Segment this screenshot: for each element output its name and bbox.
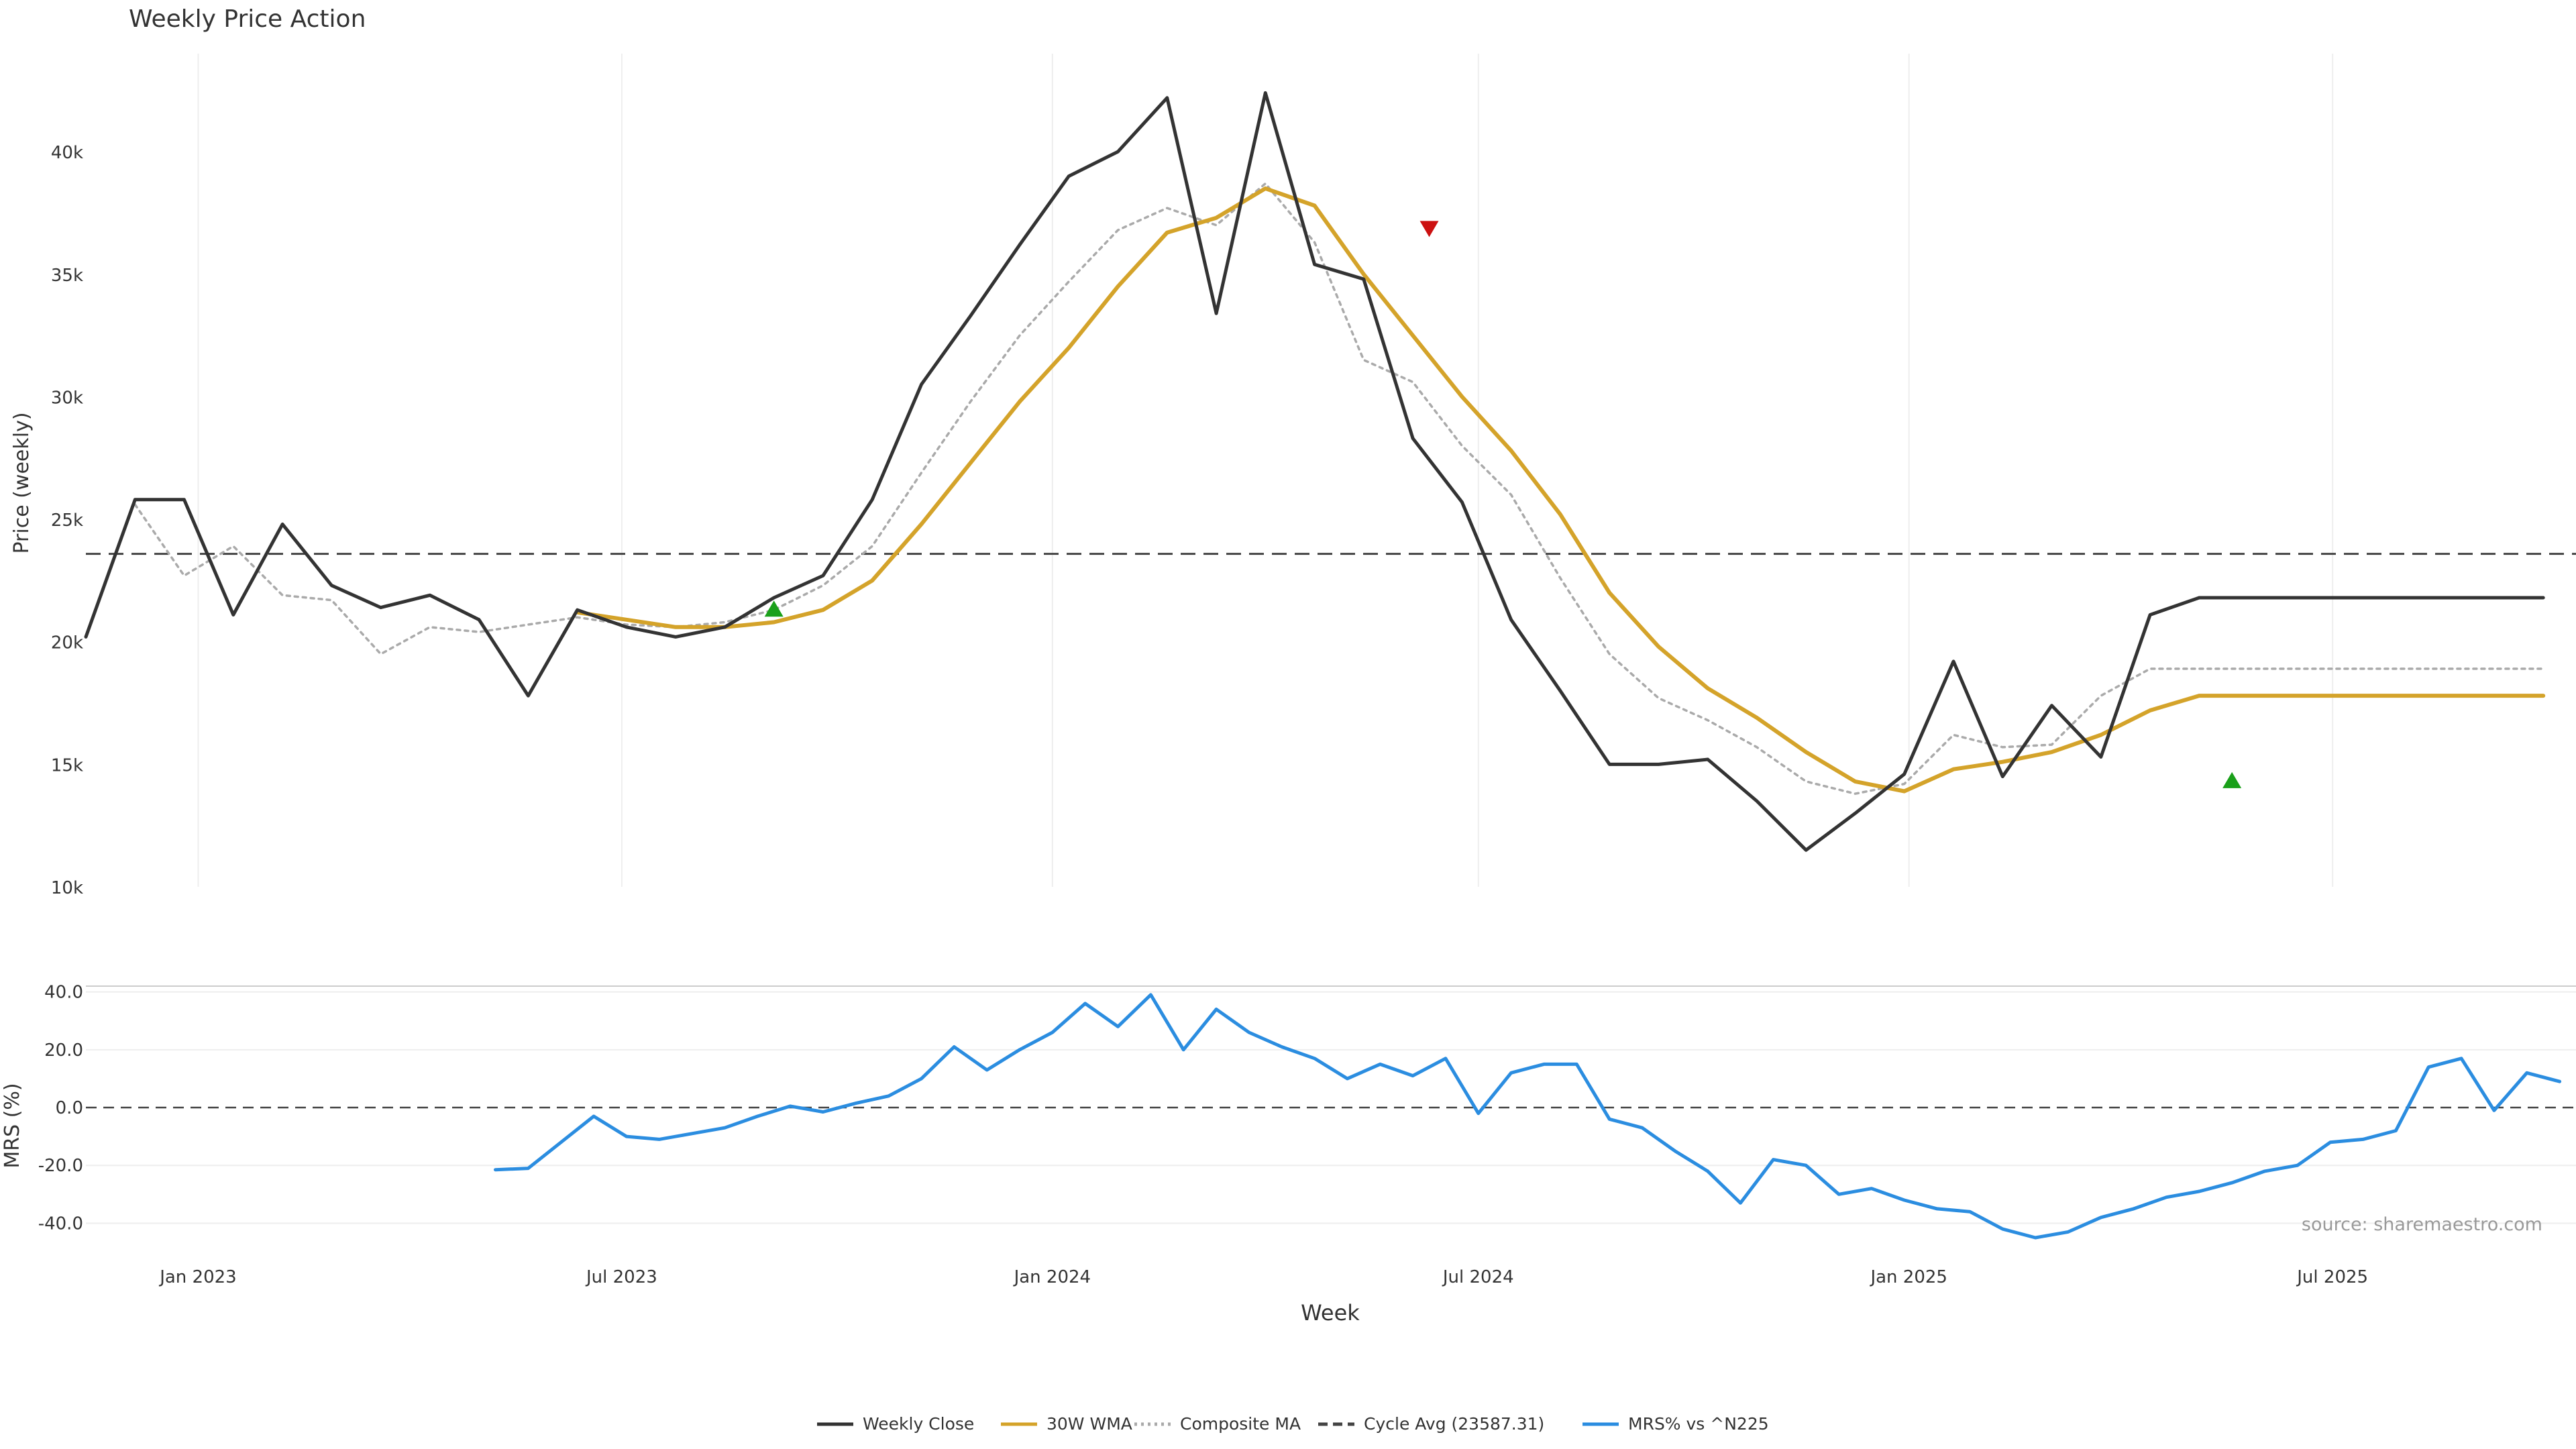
legend-item-0: Weekly Close <box>817 1414 974 1434</box>
series-30w-wma <box>575 186 2546 794</box>
price-y-tick-3: 25k <box>51 511 83 531</box>
mrs-y-tick-0: 40.0 <box>44 983 83 1003</box>
mrs-y-tick-3: -20.0 <box>38 1156 83 1176</box>
mrs-series-line-0 <box>494 993 2562 1240</box>
source-watermark: source: sharemaestro.com <box>2302 1214 2542 1235</box>
sell-signal-marker-1 <box>1419 221 1439 237</box>
price-y-ticks: 10k 15k 20k 25k 30k 35k 40k <box>51 143 83 898</box>
price-y-tick-1: 15k <box>51 755 83 775</box>
series-line-2 <box>133 182 2544 795</box>
series-composite-ma <box>133 182 2544 795</box>
legend-item-4: MRS% vs ^N225 <box>1582 1414 1769 1434</box>
mrs-y-tick-4: -40.0 <box>38 1214 83 1234</box>
legend-item-3: Cycle Avg (23587.31) <box>1318 1414 1544 1434</box>
signal-markers <box>764 221 2242 788</box>
mrs-series-group <box>494 993 2562 1240</box>
x-tick-0: Jan 2023 <box>158 1267 237 1287</box>
price-panel: Weekly Price Action Price (weekly) 10k 15… <box>10 5 2576 898</box>
x-tick-1: Jul 2023 <box>585 1267 657 1287</box>
mrs-y-grid <box>86 991 2576 1224</box>
chart-title: Weekly Price Action <box>129 5 366 33</box>
x-tick-2: Jan 2024 <box>1013 1267 1091 1287</box>
price-y-tick-0: 10k <box>51 878 83 898</box>
series-weekly-close <box>84 91 2545 852</box>
mrs-y-ticks: 40.0 20.0 0.0 -20.0 -40.0 <box>38 983 83 1234</box>
buy-signal-marker-0 <box>764 600 784 617</box>
mrs-y-axis-label: MRS (%) <box>1 1083 24 1168</box>
price-x-grid <box>197 54 2334 887</box>
series-line-0 <box>84 91 2545 852</box>
price-y-axis-label: Price (weekly) <box>10 412 34 553</box>
buy-signal-marker-2 <box>2222 771 2242 788</box>
legend-label-2: Composite MA <box>1180 1414 1301 1434</box>
legend-label-0: Weekly Close <box>863 1414 974 1434</box>
x-tick-4: Jan 2025 <box>1869 1267 1947 1287</box>
legend-label-1: 30W WMA <box>1046 1414 1132 1434</box>
series-mrs <box>494 993 2562 1240</box>
price-series-group <box>84 91 2546 852</box>
x-axis-ticks: Jan 2023 Jul 2023 Jan 2024 Jul 2024 Jan 2025… <box>158 1267 2368 1287</box>
legend-label-4: MRS% vs ^N225 <box>1628 1414 1769 1434</box>
price-y-tick-4: 30k <box>51 388 83 408</box>
series-line-1 <box>575 186 2546 794</box>
legend-item-1: 30W WMA <box>1001 1414 1132 1434</box>
mrs-y-tick-2: 0.0 <box>56 1098 83 1118</box>
x-tick-5: Jul 2025 <box>2296 1267 2368 1287</box>
price-y-tick-5: 35k <box>51 266 83 286</box>
mrs-panel: MRS (%) 40.0 20.0 0.0 -20.0 -40.0 source: sh… <box>1 983 2576 1240</box>
legend-item-2: Composite MA <box>1134 1414 1301 1434</box>
price-y-tick-6: 40k <box>51 143 83 163</box>
x-axis-label: Week <box>1301 1300 1360 1326</box>
mrs-y-tick-1: 20.0 <box>44 1040 83 1061</box>
x-tick-3: Jul 2024 <box>1442 1267 1514 1287</box>
price-y-tick-2: 20k <box>51 633 83 653</box>
legend-label-3: Cycle Avg (23587.31) <box>1364 1414 1544 1434</box>
legend: Weekly Close 30W WMA Composite MA Cycle Avg… <box>817 1414 1769 1434</box>
